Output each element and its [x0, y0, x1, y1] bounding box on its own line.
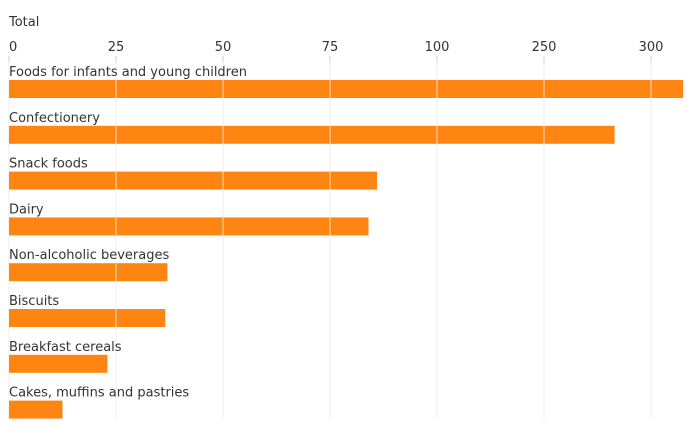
x-tick-label: 0	[9, 40, 17, 55]
category-label: Snack foods	[9, 157, 88, 172]
bar	[9, 125, 615, 144]
x-tick-label: 50	[215, 40, 232, 55]
bar	[9, 309, 166, 327]
bar	[9, 263, 168, 282]
bar	[9, 217, 369, 236]
x-tick-label: 300	[639, 40, 664, 55]
x-tick-label: 25	[108, 40, 125, 55]
x-tick-label: 250	[532, 40, 557, 55]
x-tick-label: 100	[425, 40, 450, 55]
category-label: Dairy	[9, 202, 44, 217]
category-label: Breakfast cereals	[9, 340, 122, 355]
category-label: Non-alcoholic beverages	[9, 248, 169, 263]
category-label: Foods for infants and young children	[9, 65, 247, 80]
axis-title: Total	[9, 15, 40, 30]
category-label: Biscuits	[9, 294, 59, 309]
category-label: Cakes, muffins and pastries	[9, 386, 189, 401]
x-tick-label: 75	[322, 40, 339, 55]
bar	[9, 80, 684, 98]
bar	[9, 354, 108, 373]
category-label: Confectionery	[9, 111, 100, 126]
bar	[9, 400, 63, 419]
bar	[9, 171, 378, 190]
